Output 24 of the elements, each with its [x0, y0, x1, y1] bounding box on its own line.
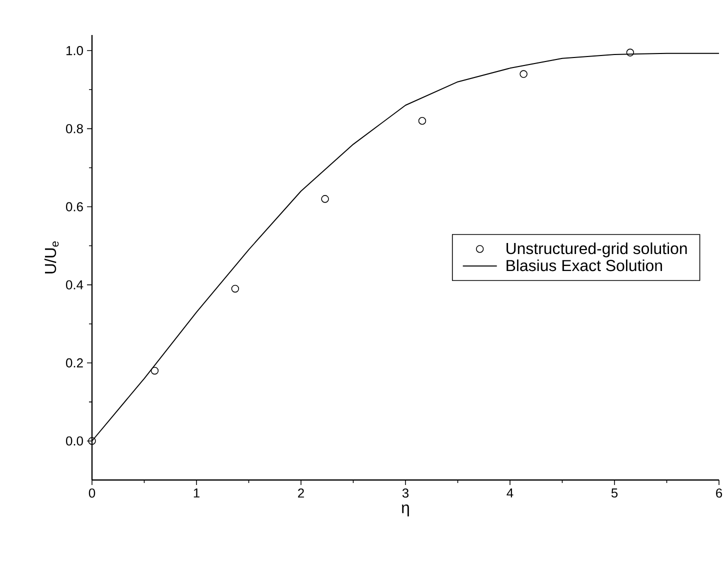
- y-tick-label: 0.2: [66, 358, 83, 368]
- x-axis-title: η: [402, 504, 409, 516]
- x-tick-label: 2: [298, 488, 304, 498]
- point: [88, 437, 96, 445]
- y-tick-label: 0.4: [66, 280, 84, 290]
- x-tick-label: 5: [611, 488, 618, 498]
- y-tick-label: 0.8: [66, 124, 83, 134]
- legend-label: Unstructured-grid solution: [506, 242, 687, 258]
- y-axis-title: U/U$_{e}$: [44, 241, 59, 274]
- point: [150, 366, 159, 375]
- y-tick-label: 0.6: [66, 202, 83, 212]
- x-tick-label: 0: [88, 488, 96, 498]
- x-tick-label: 6: [716, 488, 722, 498]
- point: [626, 48, 634, 56]
- y-tick-label: 0.0: [66, 436, 83, 446]
- point: [520, 70, 528, 78]
- point: [418, 116, 426, 125]
- point: [231, 284, 240, 293]
- point: [321, 195, 329, 203]
- y-tick-label: 1.0: [66, 46, 83, 56]
- x-tick-label: 1: [194, 488, 200, 498]
- x-tick-label: 4: [506, 488, 514, 498]
- legend-label: Blasius Exact Solution: [506, 259, 662, 272]
- x-tick-label: 3: [402, 488, 409, 498]
